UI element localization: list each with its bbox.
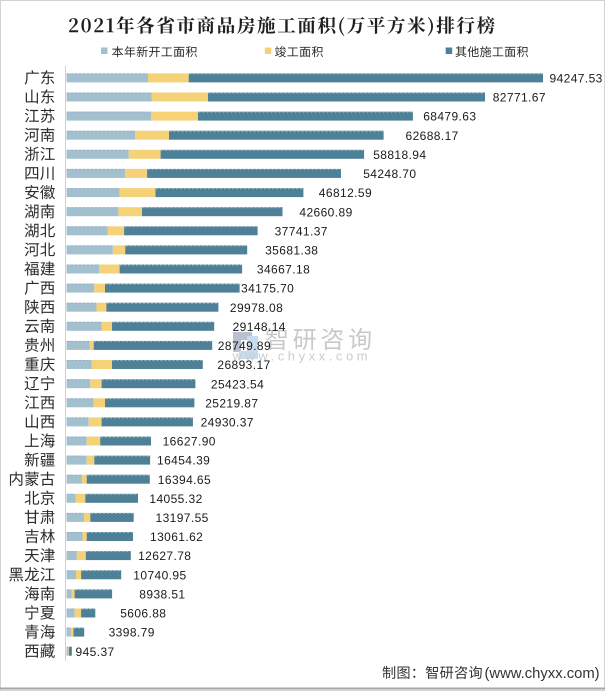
svg-text:26893.17: 26893.17 bbox=[217, 358, 270, 372]
svg-text:5606.88: 5606.88 bbox=[120, 607, 166, 621]
svg-text:945.37: 945.37 bbox=[76, 645, 115, 659]
svg-text:42660.89: 42660.89 bbox=[299, 205, 352, 219]
svg-text:(www.chyxx.com): (www.chyxx.com) bbox=[485, 666, 600, 682]
svg-text:13197.55: 13197.55 bbox=[156, 511, 209, 525]
svg-text:16627.90: 16627.90 bbox=[163, 435, 216, 449]
svg-text:37741.37: 37741.37 bbox=[275, 224, 328, 238]
svg-text:94247.53: 94247.53 bbox=[550, 72, 603, 86]
svg-text:10740.95: 10740.95 bbox=[133, 568, 186, 582]
svg-text:62688.17: 62688.17 bbox=[406, 129, 459, 143]
svg-text:54248.70: 54248.70 bbox=[363, 167, 416, 181]
svg-text:www.chyxx.com: www.chyxx.com bbox=[232, 349, 372, 364]
svg-text:12627.78: 12627.78 bbox=[138, 549, 191, 563]
svg-text:68479.63: 68479.63 bbox=[423, 110, 476, 124]
svg-text:46812.59: 46812.59 bbox=[319, 186, 372, 200]
svg-text:29978.08: 29978.08 bbox=[230, 301, 283, 315]
svg-text:35681.38: 35681.38 bbox=[265, 244, 318, 258]
svg-text:16454.39: 16454.39 bbox=[157, 454, 210, 468]
svg-text:25423.54: 25423.54 bbox=[211, 377, 264, 391]
svg-text:82771.67: 82771.67 bbox=[493, 91, 546, 105]
svg-text:58818.94: 58818.94 bbox=[373, 148, 426, 162]
svg-text:34175.70: 34175.70 bbox=[241, 282, 294, 296]
svg-text:14055.32: 14055.32 bbox=[149, 492, 202, 506]
svg-text:8938.51: 8938.51 bbox=[139, 588, 185, 602]
svg-text:3398.79: 3398.79 bbox=[109, 626, 155, 640]
svg-text:13061.62: 13061.62 bbox=[150, 530, 203, 544]
svg-text:34667.18: 34667.18 bbox=[257, 263, 310, 277]
svg-text:24930.37: 24930.37 bbox=[201, 416, 254, 430]
svg-text:16394.65: 16394.65 bbox=[158, 473, 211, 487]
svg-text:28749.89: 28749.89 bbox=[218, 339, 271, 353]
svg-text:25219.87: 25219.87 bbox=[205, 396, 258, 410]
svg-text:29148.14: 29148.14 bbox=[233, 320, 286, 334]
